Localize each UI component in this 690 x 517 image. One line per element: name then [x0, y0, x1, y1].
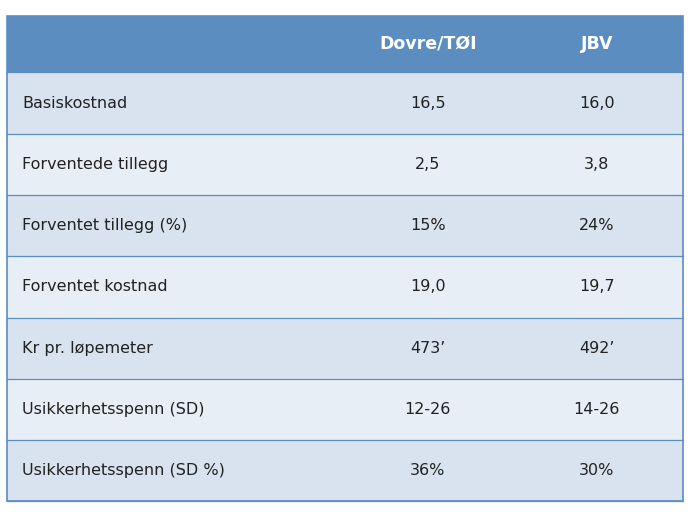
Text: 30%: 30% [579, 463, 615, 478]
Text: 16,0: 16,0 [579, 96, 615, 111]
Text: JBV: JBV [580, 35, 613, 53]
Bar [7, 195, 683, 256]
Text: Dovre/TØI: Dovre/TØI [379, 35, 477, 53]
Bar [7, 440, 683, 501]
Bar [7, 256, 683, 317]
Text: 473’: 473’ [411, 341, 446, 356]
Text: 2,5: 2,5 [415, 157, 440, 172]
Text: 36%: 36% [410, 463, 446, 478]
Bar [7, 134, 683, 195]
Text: Forventede tillegg: Forventede tillegg [22, 157, 168, 172]
Text: 16,5: 16,5 [410, 96, 446, 111]
Bar [7, 16, 683, 72]
Text: 24%: 24% [579, 218, 615, 233]
Text: Basiskostnad: Basiskostnad [22, 96, 128, 111]
Text: 14-26: 14-26 [573, 402, 620, 417]
Text: 15%: 15% [410, 218, 446, 233]
Bar [7, 72, 683, 134]
Text: Usikkerhetsspenn (SD): Usikkerhetsspenn (SD) [22, 402, 204, 417]
Bar [7, 379, 683, 440]
Text: 19,7: 19,7 [579, 279, 615, 294]
Text: Kr pr. løpemeter: Kr pr. løpemeter [22, 341, 153, 356]
Text: 12-26: 12-26 [404, 402, 451, 417]
Text: Forventet kostnad: Forventet kostnad [22, 279, 168, 294]
Text: Forventet tillegg (%): Forventet tillegg (%) [22, 218, 187, 233]
Text: 492’: 492’ [579, 341, 615, 356]
Bar [7, 317, 683, 379]
Text: Usikkerhetsspenn (SD %): Usikkerhetsspenn (SD %) [22, 463, 225, 478]
Text: 19,0: 19,0 [410, 279, 446, 294]
Text: 3,8: 3,8 [584, 157, 609, 172]
